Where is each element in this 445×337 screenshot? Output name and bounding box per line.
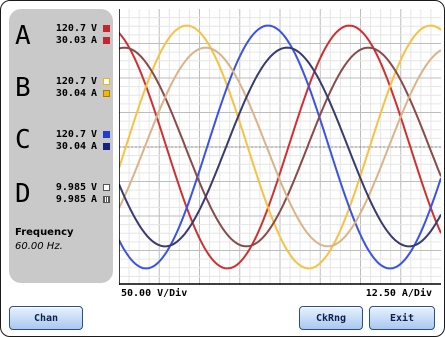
current-trace-b [119,46,441,248]
voltage-color-swatch [103,78,110,85]
current-color-swatch [103,196,110,203]
current-color-swatch [103,90,110,97]
current-color-swatch [103,37,110,44]
channel-current: 30.04 [55,88,86,99]
voltage-color-swatch [103,25,110,32]
channel-current: 30.04 [55,141,86,152]
exit-button[interactable]: Exit [369,306,435,330]
channel-letter: B [15,73,31,103]
voltage-trace-b [119,24,441,270]
current-unit: A [91,88,98,99]
waveform-plot [119,9,441,285]
voltage-unit: V [91,182,98,193]
channel-voltage: 120.7 [55,129,86,140]
voltage-unit: V [91,129,98,140]
channel-voltage: 120.7 [55,76,86,87]
ckrng-button[interactable]: CkRng [299,306,363,330]
frequency-label: Frequency [15,227,74,238]
channel-current: 30.03 [55,35,86,46]
voltage-color-swatch [103,131,110,138]
voltage-scale-label: 50.00 V/Div [121,288,188,299]
channel-readout-panel: A 120.7 V 30.03 A B 120.7 V 30.04 A C 12… [9,9,113,283]
channel-current: 9.985 [55,194,86,205]
channel-letter: D [15,179,31,209]
voltage-trace-a [119,24,441,270]
current-color-swatch [103,143,110,150]
current-trace-c [119,46,441,248]
chan-button[interactable]: Chan [9,306,83,330]
frequency-value: 60.00 Hz. [15,241,63,252]
channel-letter: C [15,125,31,155]
voltage-color-swatch [103,184,110,191]
voltage-unit: V [91,76,98,87]
channel-voltage: 9.985 [55,182,86,193]
current-unit: A [91,35,98,46]
current-unit: A [91,194,98,205]
channel-letter: A [15,21,31,51]
current-trace-a [119,46,441,248]
current-scale-label: 12.50 A/Div [365,288,432,299]
voltage-unit: V [91,23,98,34]
current-unit: A [91,141,98,152]
channel-voltage: 120.7 [55,23,86,34]
waveform-traces [119,24,441,270]
voltage-trace-c [119,24,441,270]
